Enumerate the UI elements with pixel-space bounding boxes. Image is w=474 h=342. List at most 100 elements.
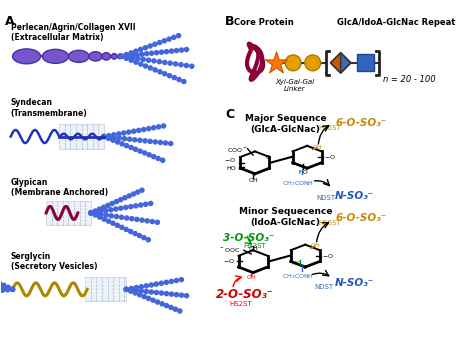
Circle shape (102, 134, 106, 139)
Circle shape (162, 124, 165, 128)
Circle shape (137, 234, 142, 238)
Circle shape (134, 288, 138, 292)
Text: Syndecan
(Transmembrane): Syndecan (Transmembrane) (11, 98, 88, 118)
Circle shape (169, 142, 173, 146)
Circle shape (184, 294, 189, 298)
Text: $-$O: $-$O (223, 257, 235, 265)
Circle shape (0, 288, 4, 292)
Ellipse shape (89, 52, 102, 61)
Text: 6-O-SO₃⁻: 6-O-SO₃⁻ (335, 118, 386, 128)
Circle shape (94, 210, 98, 214)
Circle shape (107, 135, 111, 139)
Circle shape (142, 128, 146, 132)
Circle shape (109, 208, 113, 212)
Circle shape (89, 211, 93, 215)
Circle shape (149, 201, 153, 206)
Text: C: C (225, 108, 234, 121)
Text: HO: HO (227, 166, 236, 171)
Circle shape (114, 214, 118, 219)
Text: Perlecan/Agrin/Collagen XVII
(Extracellular Matrix): Perlecan/Agrin/Collagen XVII (Extracellu… (11, 23, 136, 42)
Text: $-$O: $-$O (225, 156, 236, 164)
Circle shape (117, 132, 121, 136)
Circle shape (114, 207, 118, 211)
Circle shape (145, 219, 149, 223)
Text: Core Protein: Core Protein (235, 18, 294, 27)
Text: 3-O-SO₃⁻: 3-O-SO₃⁻ (223, 234, 274, 244)
Circle shape (136, 190, 140, 194)
Circle shape (128, 229, 133, 234)
Bar (357, 54, 374, 71)
Circle shape (151, 298, 155, 302)
Circle shape (168, 61, 172, 65)
Circle shape (129, 53, 134, 57)
Circle shape (137, 293, 142, 297)
Circle shape (163, 61, 167, 65)
Circle shape (139, 62, 143, 66)
Circle shape (127, 130, 131, 134)
Text: OH: OH (248, 247, 258, 251)
Text: 6-O-SO₃⁻: 6-O-SO₃⁻ (335, 213, 386, 223)
Text: A: A (5, 15, 15, 28)
Bar (85, 277, 126, 302)
Circle shape (148, 44, 152, 48)
Circle shape (124, 53, 128, 57)
Circle shape (93, 213, 97, 217)
Text: O: O (265, 156, 271, 160)
Circle shape (164, 280, 168, 284)
Circle shape (159, 281, 164, 285)
Circle shape (138, 149, 142, 153)
Circle shape (155, 300, 160, 304)
Circle shape (10, 287, 15, 291)
Circle shape (167, 74, 172, 78)
Text: Xyl-Gal-Gal
Linker: Xyl-Gal-Gal Linker (275, 79, 315, 92)
Circle shape (146, 297, 151, 300)
Circle shape (141, 57, 145, 62)
Text: HS6ST: HS6ST (319, 220, 341, 226)
Text: HS3ST: HS3ST (244, 243, 266, 249)
Circle shape (10, 287, 15, 291)
Text: OH: OH (313, 145, 322, 150)
Circle shape (177, 78, 181, 82)
Circle shape (131, 192, 136, 196)
Circle shape (155, 51, 159, 55)
Circle shape (179, 63, 183, 67)
Circle shape (133, 232, 137, 236)
Circle shape (150, 220, 154, 224)
Circle shape (124, 205, 128, 209)
Circle shape (147, 153, 151, 157)
Circle shape (129, 287, 133, 291)
Circle shape (129, 145, 133, 149)
Circle shape (172, 76, 176, 80)
Circle shape (134, 286, 138, 290)
Ellipse shape (118, 54, 122, 59)
Circle shape (159, 291, 164, 295)
Circle shape (143, 139, 147, 143)
Circle shape (125, 216, 129, 220)
Circle shape (134, 204, 138, 208)
Circle shape (125, 55, 129, 59)
Circle shape (174, 293, 179, 297)
Circle shape (0, 286, 5, 290)
Circle shape (124, 287, 128, 291)
Circle shape (132, 129, 136, 133)
Circle shape (152, 126, 155, 130)
Circle shape (161, 158, 165, 162)
Circle shape (124, 287, 128, 291)
Circle shape (129, 58, 133, 62)
Ellipse shape (69, 50, 89, 62)
Circle shape (102, 134, 106, 139)
Text: CH$_3$CONH: CH$_3$CONH (282, 180, 314, 188)
Circle shape (176, 34, 181, 38)
Bar (59, 124, 104, 149)
Circle shape (133, 138, 137, 142)
Circle shape (118, 198, 123, 202)
Circle shape (144, 289, 148, 293)
Circle shape (169, 292, 173, 296)
Text: NDST: NDST (315, 284, 334, 290)
Circle shape (124, 56, 128, 60)
Circle shape (136, 56, 140, 61)
Circle shape (182, 79, 186, 83)
Circle shape (111, 221, 115, 225)
Circle shape (134, 49, 138, 53)
Circle shape (157, 40, 162, 44)
